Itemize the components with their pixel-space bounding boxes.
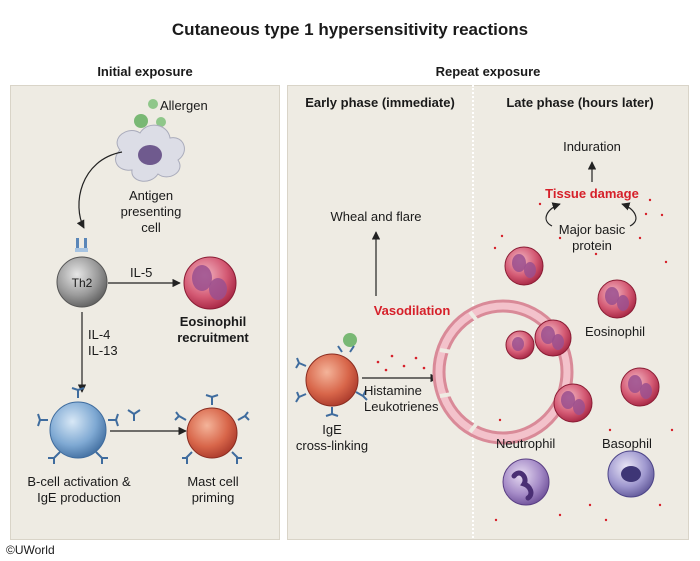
label-ige-cross-linking: IgE cross-linking xyxy=(295,422,369,453)
mediator-granules xyxy=(376,354,426,372)
label-neutrophil: Neutrophil xyxy=(496,436,556,451)
blood-vessel xyxy=(432,299,574,445)
eosinophil-in-vessel xyxy=(505,330,535,360)
th2-cell xyxy=(56,238,108,308)
label-allergen: Allergen xyxy=(160,98,208,113)
copyright-notice: ©UWorld xyxy=(6,543,55,557)
label-wheal-and-flare: Wheal and flare xyxy=(330,209,422,224)
label-bcell-activation: B-cell activation & IgE production xyxy=(27,474,131,505)
eosinophil-recruited xyxy=(183,256,237,310)
eosinophil-late xyxy=(553,383,593,423)
neutrophil xyxy=(502,458,550,506)
arrow-mbp-left xyxy=(545,202,561,227)
free-ige xyxy=(127,409,141,421)
eosinophil-transmigrating xyxy=(534,319,572,357)
arrow-apc-to-th2 xyxy=(76,151,123,229)
arrow-mbp-right xyxy=(621,202,637,227)
label-il4-il13: IL-4 IL-13 xyxy=(88,327,118,358)
label-vasodilation: Vasodilation xyxy=(373,303,451,318)
label-induration: Induration xyxy=(563,139,621,154)
b-cell xyxy=(37,387,119,464)
label-mediators: Histamine Leukotrienes xyxy=(364,383,439,414)
label-major-basic-protein: Major basic protein xyxy=(558,222,626,253)
header-late-phase: Late phase (hours later) xyxy=(506,95,654,110)
label-antigen-presenting-cell: Antigen presenting cell xyxy=(120,188,182,235)
antigen-presenting-cell xyxy=(115,124,185,182)
label-mast-cell-priming: Mast cell priming xyxy=(187,474,239,505)
eosinophil-late xyxy=(620,367,660,407)
tissue-granules xyxy=(493,198,674,522)
allergen-particle xyxy=(148,99,158,109)
eosinophil-late xyxy=(504,246,544,286)
label-eosinophil: Eosinophil xyxy=(585,324,645,339)
header-early-phase: Early phase (immediate) xyxy=(305,95,455,110)
allergen-particle xyxy=(156,117,166,127)
header-repeat-exposure: Repeat exposure xyxy=(435,64,541,79)
label-il5: IL-5 xyxy=(130,265,153,280)
label-tissue-damage: Tissue damage xyxy=(545,186,639,201)
allergen-particle xyxy=(134,114,148,128)
label-eosinophil-recruitment: Eosinophil recruitment xyxy=(177,314,249,345)
basophil xyxy=(607,450,655,498)
figure-title: Cutaneous type 1 hypersensitivity reacti… xyxy=(171,20,529,39)
mast-cell-crosslinked xyxy=(295,333,368,417)
label-basophil: Basophil xyxy=(602,436,652,451)
header-initial-exposure: Initial exposure xyxy=(97,64,193,79)
label-th2: Th2 xyxy=(71,276,93,290)
mast-cell-primed xyxy=(174,394,250,464)
eosinophil-late xyxy=(597,279,637,319)
